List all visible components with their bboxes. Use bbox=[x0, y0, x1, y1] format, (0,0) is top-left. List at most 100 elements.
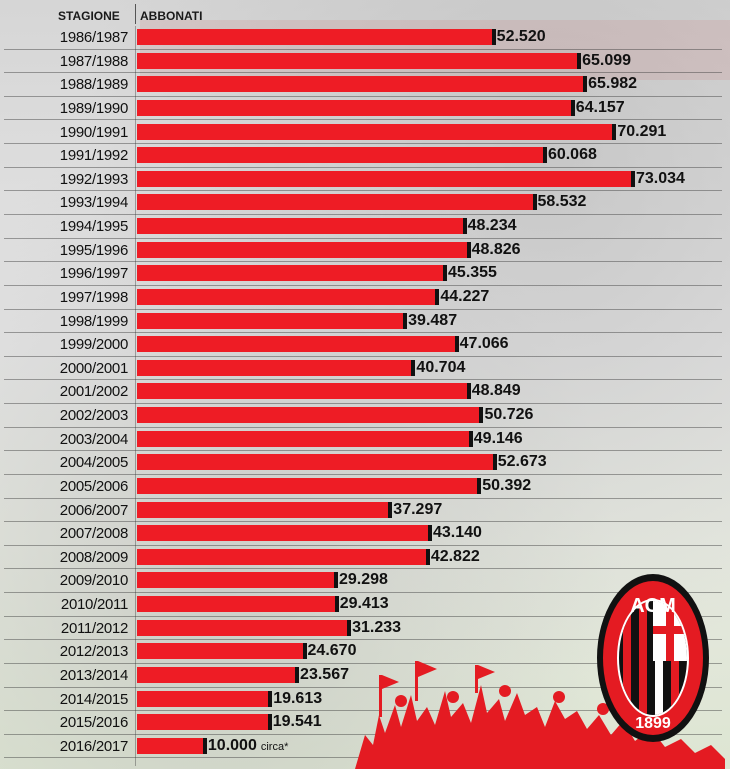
bar bbox=[137, 288, 438, 305]
value-text: 23.567 bbox=[300, 666, 349, 683]
table-row: 2012/2013 24.670 bbox=[0, 640, 722, 664]
table-row: 1993/1994 58.532 bbox=[0, 191, 722, 215]
value-label: 39.487 bbox=[408, 312, 457, 330]
bar-end-marker bbox=[491, 29, 496, 45]
season-label: 2006/2007 bbox=[59, 501, 129, 519]
value-text: 73.034 bbox=[636, 169, 685, 187]
value-label: 19.541 bbox=[273, 713, 322, 731]
bar-end-marker bbox=[462, 218, 467, 235]
value-label: 44.227 bbox=[440, 288, 489, 306]
bar bbox=[137, 667, 298, 683]
value-text: 42.822 bbox=[430, 547, 480, 565]
season-label: 2010/2011 bbox=[60, 596, 128, 614]
bar-end-marker bbox=[454, 336, 459, 353]
header-divider bbox=[135, 4, 136, 24]
table-row: 1999/2000 47.066 bbox=[0, 333, 722, 357]
bar-end-marker bbox=[302, 643, 307, 660]
bar-end-marker bbox=[425, 548, 430, 565]
season-label: 1993/1994 bbox=[59, 194, 129, 212]
value-text: 40.704 bbox=[416, 358, 466, 376]
subscribers-column-header: ABBONATI bbox=[140, 9, 203, 23]
table-row: 1996/1997 45.355 bbox=[0, 262, 722, 286]
season-label: 2013/2014 bbox=[59, 667, 129, 684]
table-row: 2004/2005 52.673 bbox=[0, 451, 722, 475]
bar-end-marker bbox=[466, 241, 471, 258]
season-label: 1999/2000 bbox=[59, 336, 129, 354]
value-label: 23.567 bbox=[300, 666, 349, 684]
bar bbox=[137, 407, 482, 424]
value-text: 37.297 bbox=[393, 500, 443, 518]
bar-end-marker bbox=[334, 596, 339, 613]
value-text: 65.099 bbox=[582, 51, 632, 69]
bar-end-marker bbox=[570, 99, 575, 116]
season-label: 2004/2005 bbox=[59, 454, 129, 472]
value-text: 39.487 bbox=[408, 311, 458, 329]
table-row: 2013/2014 23.567 bbox=[0, 664, 722, 688]
value-text: 52.520 bbox=[496, 28, 546, 45]
table-row: 2010/2011 29.413 bbox=[0, 593, 722, 617]
value-text: 19.613 bbox=[273, 689, 323, 707]
table-row: 2006/2007 37.297 bbox=[0, 499, 722, 523]
value-label: 29.413 bbox=[340, 595, 389, 613]
value-label: 40.704 bbox=[416, 359, 465, 377]
table-row: 1989/1990 64.157 bbox=[0, 97, 722, 121]
bar bbox=[137, 241, 469, 258]
table-row: 2007/2008 43.140 bbox=[0, 522, 722, 546]
season-label: 1992/1993 bbox=[59, 170, 129, 188]
value-note: circa* bbox=[260, 740, 289, 753]
bar-end-marker bbox=[388, 501, 393, 518]
value-label: 24.670 bbox=[308, 642, 357, 660]
bar bbox=[137, 170, 633, 187]
bar bbox=[137, 548, 428, 565]
value-label: 65.982 bbox=[588, 75, 637, 93]
bar-end-marker bbox=[466, 383, 471, 400]
bar-end-marker bbox=[202, 737, 207, 754]
bar-end-marker bbox=[443, 265, 448, 282]
value-text: 29.413 bbox=[339, 595, 389, 613]
table-row: 1991/1992 60.068 bbox=[0, 144, 722, 168]
value-text: 65.982 bbox=[588, 75, 638, 93]
bar-end-marker bbox=[427, 525, 432, 542]
season-label: 1995/1996 bbox=[59, 241, 129, 259]
season-label: 1988/1989 bbox=[59, 76, 129, 94]
table-row: 2009/2010 29.298 bbox=[0, 569, 722, 593]
bar-end-marker bbox=[295, 667, 300, 683]
bar-end-marker bbox=[492, 454, 497, 471]
value-text: 48.234 bbox=[467, 217, 517, 235]
season-label: 2016/2017 bbox=[59, 737, 129, 755]
bar bbox=[137, 312, 406, 329]
season-label: 1998/1999 bbox=[59, 312, 129, 330]
value-text: 64.157 bbox=[575, 98, 625, 116]
bar-end-marker bbox=[542, 147, 547, 164]
value-text: 19.541 bbox=[272, 713, 322, 731]
table-row: 1997/1998 44.227 bbox=[0, 286, 722, 310]
value-text: 10.000 bbox=[207, 736, 257, 754]
value-text: 47.066 bbox=[459, 335, 509, 353]
bar-end-marker bbox=[583, 76, 588, 93]
season-label: 1991/1992 bbox=[59, 147, 129, 165]
value-label: 52.673 bbox=[498, 453, 547, 471]
value-label: 50.726 bbox=[484, 406, 533, 424]
value-text: 43.140 bbox=[432, 524, 482, 542]
season-label: 2014/2015 bbox=[59, 690, 129, 708]
bar bbox=[137, 596, 337, 613]
value-label: 48.234 bbox=[468, 217, 517, 235]
bar-end-marker bbox=[468, 430, 473, 447]
value-label: 52.520 bbox=[497, 28, 546, 46]
bar bbox=[137, 147, 545, 164]
season-label: 2000/2001 bbox=[59, 359, 129, 377]
season-label: 2011/2012 bbox=[60, 619, 128, 637]
bar bbox=[137, 454, 495, 471]
acm-logo-icon: ACM 1899 bbox=[597, 574, 709, 742]
season-label: 2008/2009 bbox=[59, 548, 129, 566]
bar bbox=[137, 76, 586, 93]
value-label: 45.355 bbox=[448, 264, 497, 282]
value-label: 37.297 bbox=[393, 501, 442, 519]
bar-end-marker bbox=[532, 194, 537, 211]
bar bbox=[137, 501, 391, 518]
bar bbox=[137, 737, 205, 754]
table-row: 2001/2002 48.849 bbox=[0, 380, 722, 404]
value-label: 48.849 bbox=[472, 382, 521, 400]
table-row: 2015/2016 19.541 bbox=[0, 711, 722, 735]
table-row: 1990/1991 70.291 bbox=[0, 121, 722, 145]
